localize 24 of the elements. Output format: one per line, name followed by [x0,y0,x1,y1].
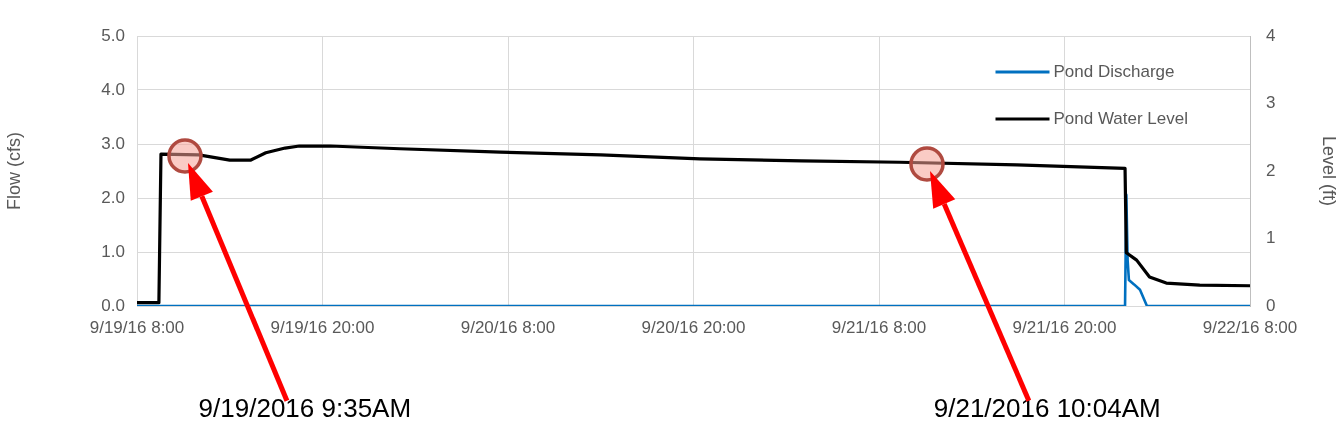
text: 9/19/2016 9:35AM [198,393,412,423]
x-tick-label: 9/20/16 20:00 [641,317,746,337]
x-tick-label: 9/22/16 8:00 [1202,317,1298,337]
y-tick-label: 3.0 [101,133,125,153]
y-tick-label: 1.0 [101,241,125,261]
x-tick-label: 9/21/16 20:00 [1012,317,1117,337]
y-tick-label: 0.0 [101,295,125,315]
y2-tick-label: 1 [1266,228,1276,248]
y2-tick-label: 0 [1266,295,1276,315]
y-tick-label: 2.0 [101,187,125,207]
x-tick-label: 9/21/16 8:00 [831,317,927,337]
y2-tick-label: 3 [1266,93,1276,113]
x-tick-label: 9/20/16 8:00 [460,317,556,337]
y2-tick-label: 4 [1266,25,1276,45]
y2-axis-title: Level (ft) [1319,135,1340,207]
y-axis-title: Flow (cfs) [3,132,24,210]
y-tick-label: 5.0 [101,25,125,45]
legend-label: Pond Water Level [1053,108,1188,128]
x-tick-label: 9/19/16 20:00 [270,317,375,337]
legend-label: Pond Discharge [1053,61,1175,81]
x-tick-label: 9/19/16 8:00 [89,317,185,337]
y-tick-label: 4.0 [101,79,125,99]
text: 9/21/2016 10:04AM [933,393,1161,423]
y2-tick-label: 2 [1266,160,1276,180]
